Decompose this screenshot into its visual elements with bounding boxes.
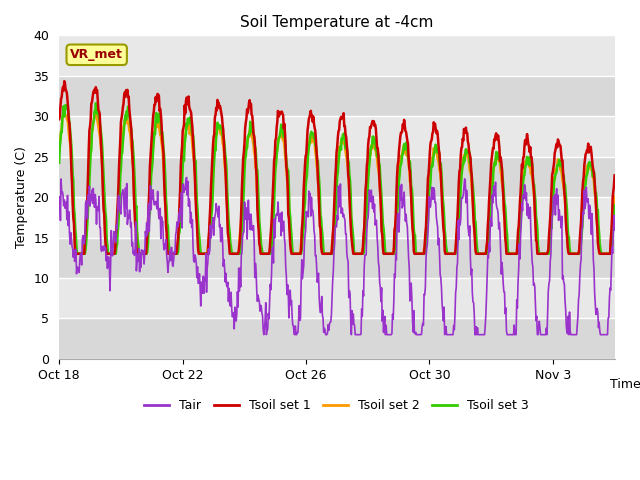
Y-axis label: Temperature (C): Temperature (C)	[15, 146, 28, 248]
Bar	[59, 197, 614, 238]
Text: VR_met: VR_met	[70, 48, 123, 61]
Bar	[59, 156, 614, 197]
Bar	[59, 116, 614, 156]
Bar	[59, 76, 614, 116]
Bar	[59, 278, 614, 319]
Bar	[59, 36, 614, 76]
X-axis label: Time: Time	[611, 378, 640, 391]
Bar	[59, 238, 614, 278]
Legend: Tair, Tsoil set 1, Tsoil set 2, Tsoil set 3: Tair, Tsoil set 1, Tsoil set 2, Tsoil se…	[140, 395, 534, 418]
Bar	[59, 319, 614, 359]
Title: Soil Temperature at -4cm: Soil Temperature at -4cm	[240, 15, 433, 30]
